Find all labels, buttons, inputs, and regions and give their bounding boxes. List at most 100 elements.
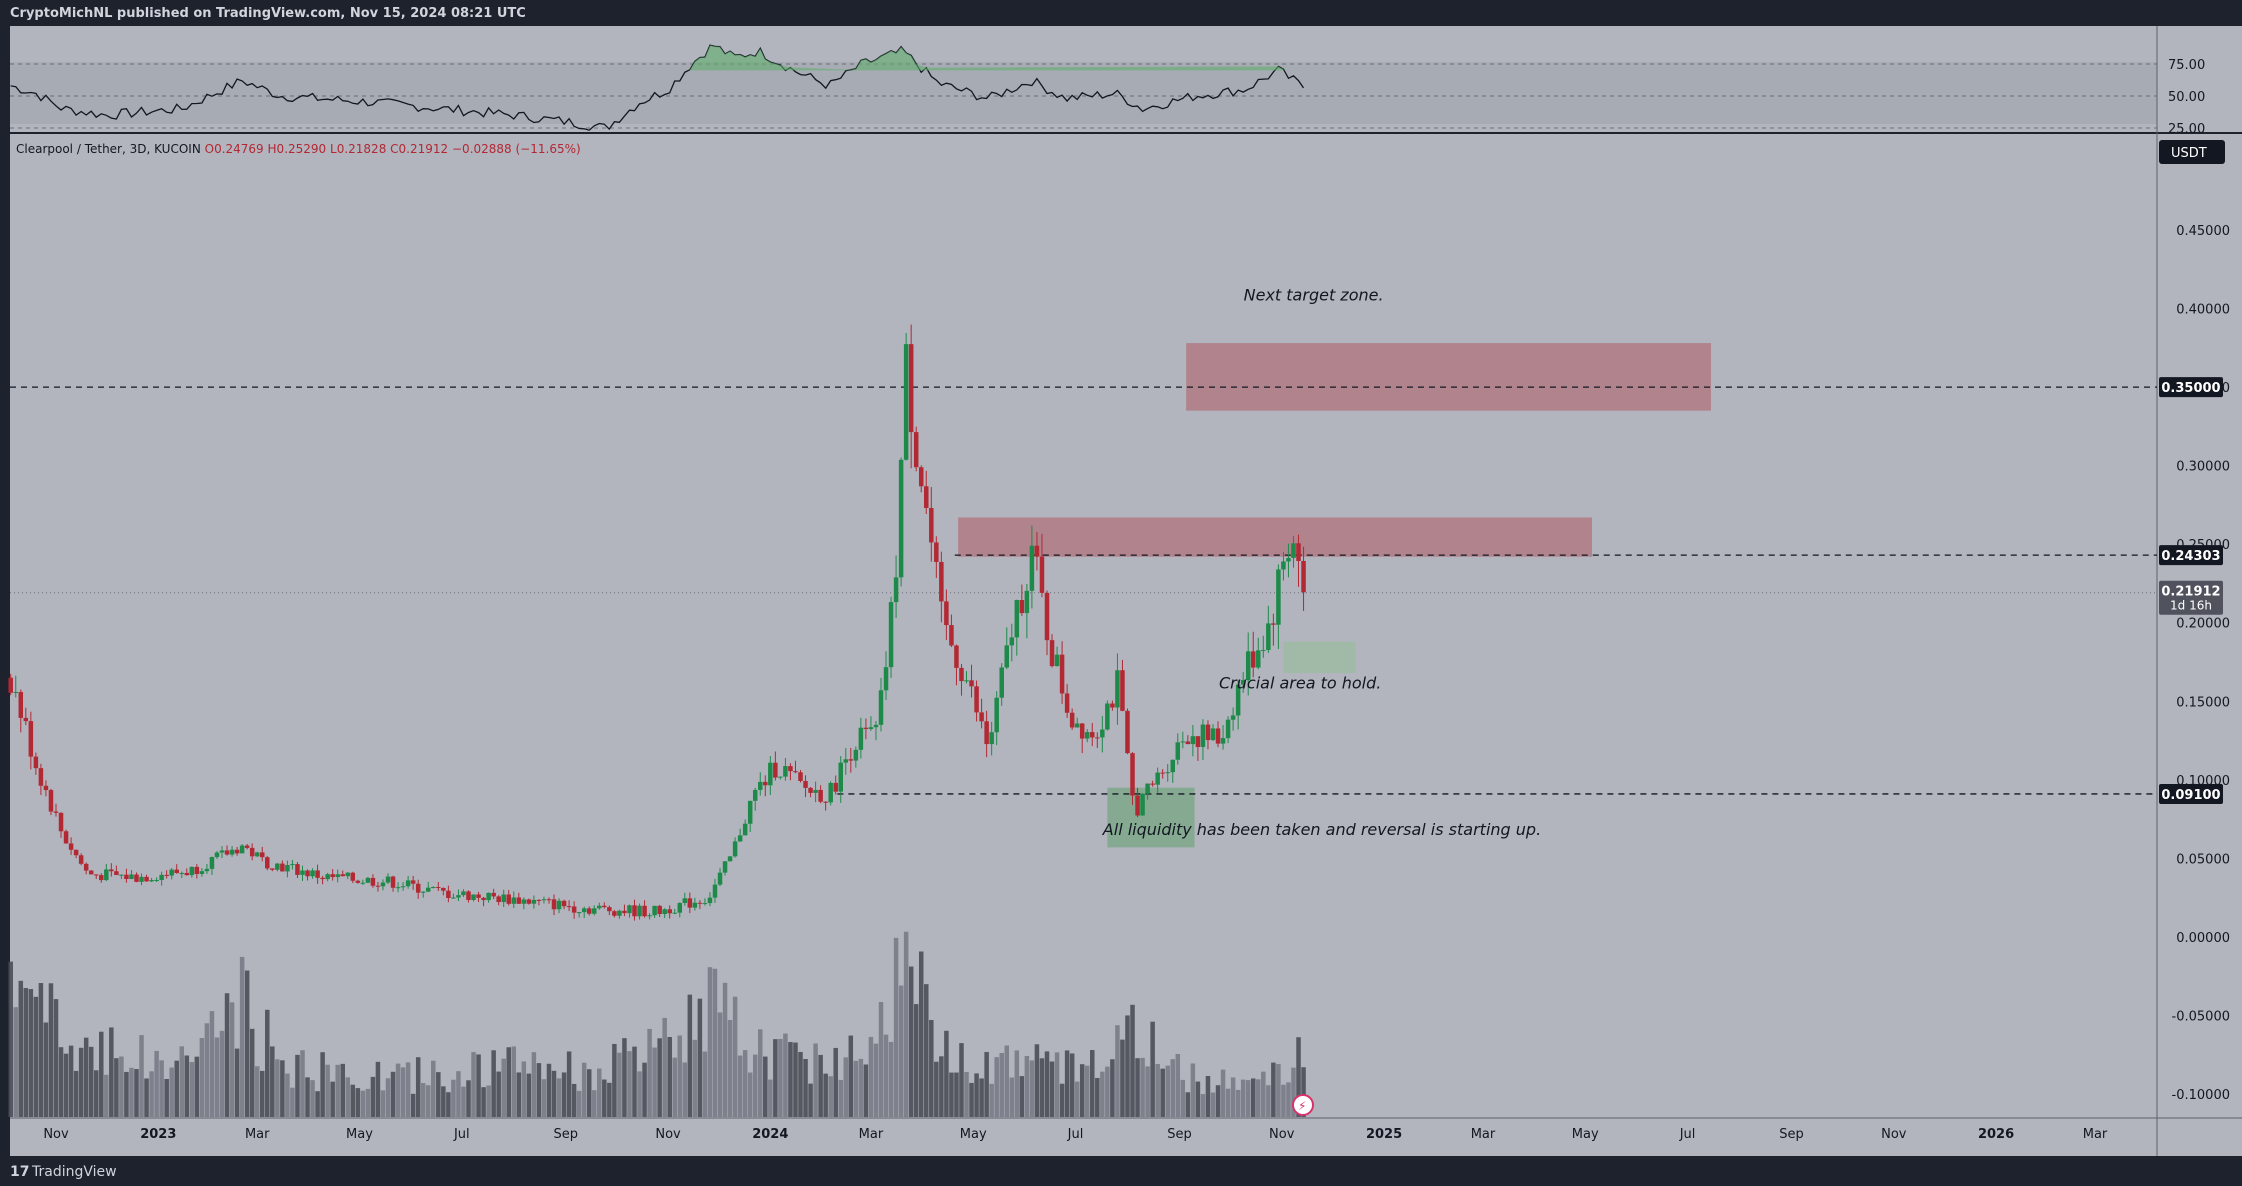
candle-body <box>93 874 99 876</box>
volume-bar <box>652 1047 657 1117</box>
time-tick-label: Mar <box>1471 1127 1496 1142</box>
candle-body <box>501 894 506 903</box>
candle-body <box>843 759 849 763</box>
volume-bar <box>974 1073 979 1117</box>
time-tick-label: Mar <box>2083 1127 2108 1142</box>
candle-body <box>1215 728 1221 744</box>
volume-bar <box>234 1048 240 1117</box>
volume-bar <box>491 1050 496 1117</box>
price-label-text: 0.24303 <box>2161 549 2220 564</box>
candle-body <box>647 915 652 917</box>
candle-body <box>385 876 391 883</box>
volume-bar <box>1110 1059 1115 1117</box>
candle-body <box>642 905 647 917</box>
candle-body <box>400 886 406 888</box>
volume-bar <box>426 1085 431 1117</box>
currency-badge[interactable] <box>2159 140 2225 164</box>
candle-body <box>310 870 315 877</box>
volume-bar <box>788 1042 793 1117</box>
rsi-tick-label: 25.00 <box>2168 122 2205 137</box>
candle-body <box>994 697 999 733</box>
candle-body <box>561 900 567 907</box>
candle-body <box>325 874 330 880</box>
price-label-text: 0.09100 <box>2161 788 2220 803</box>
replay-icon[interactable]: ⚡ <box>1292 1094 1314 1116</box>
volume-bar <box>28 989 34 1117</box>
publish-header: CryptoMichNL published on TradingView.co… <box>0 0 2242 26</box>
volume-bar <box>305 1077 310 1117</box>
candle-body <box>652 905 657 916</box>
candle-body <box>23 717 29 722</box>
candle-body <box>350 872 356 881</box>
volume-bar <box>918 951 924 1117</box>
candle-body <box>1185 741 1191 745</box>
volume-bar <box>1245 1080 1251 1117</box>
volume-bar <box>773 1039 778 1117</box>
candle-body <box>979 712 984 722</box>
candles-layer <box>8 324 1306 921</box>
candle-body <box>848 759 854 761</box>
price-chart[interactable]: 75.00 50.00 25.00 Next target zone. Crucial… <box>0 0 2242 1156</box>
candle-body <box>602 905 607 908</box>
volume-bar <box>647 1028 652 1117</box>
volume-bar <box>23 988 29 1117</box>
volume-bar <box>139 1035 144 1117</box>
candle-body <box>1059 654 1065 694</box>
volume-bar <box>1291 1067 1296 1117</box>
volume-bar <box>602 1079 607 1117</box>
volume-bar <box>954 1072 959 1117</box>
price-tick-label: -0.10000 <box>2172 1088 2230 1103</box>
candle-body <box>53 811 59 813</box>
candle-body <box>426 887 431 892</box>
tradingview-logo-icon[interactable]: 𝟭𝟳 <box>10 1164 30 1180</box>
candle-body <box>752 789 758 801</box>
low-value: L0.21828 <box>330 142 387 156</box>
volume-bar <box>129 1067 134 1117</box>
time-axis[interactable]: Nov 2023 Mar May Jul Sep Nov 2024 Mar May Jul Sep No… <box>43 1127 2108 1142</box>
candle-body <box>878 690 884 725</box>
volume-bar <box>194 1056 200 1117</box>
volume-bar <box>612 1043 617 1117</box>
volume-bar <box>295 1054 300 1117</box>
candle-body <box>390 876 396 888</box>
candle-body <box>420 891 426 893</box>
volume-bar <box>199 1037 205 1117</box>
brand-name[interactable]: TradingView <box>32 1164 117 1180</box>
volume-bar <box>521 1061 527 1117</box>
price-label-text: 0.35000 <box>2161 381 2220 396</box>
volume-bar <box>1125 1015 1130 1117</box>
volume-bar <box>687 994 693 1117</box>
candle-body <box>1165 772 1170 774</box>
candle-body <box>858 727 864 750</box>
volume-bar <box>959 1043 964 1117</box>
candle-body <box>224 850 230 855</box>
volume-bar <box>566 1051 572 1117</box>
volume-bar <box>672 1057 677 1117</box>
candle-body <box>722 861 728 873</box>
volume-bar <box>451 1079 456 1117</box>
volume-bar <box>1049 1061 1055 1117</box>
volume-bar <box>315 1091 320 1117</box>
price-label-box <box>2159 545 2223 566</box>
volume-bar <box>1004 1045 1010 1117</box>
volume-bar <box>360 1090 366 1117</box>
candle-body <box>415 883 421 893</box>
volume-bar <box>586 1069 592 1117</box>
candle-body <box>63 831 69 844</box>
candle-body <box>556 900 562 910</box>
volume-bar <box>1079 1064 1085 1117</box>
volume-bar <box>415 1057 421 1117</box>
volume-bar <box>576 1090 582 1117</box>
volume-bar <box>1256 1079 1261 1117</box>
volume-bar <box>1019 1076 1025 1117</box>
candle-body <box>305 870 310 877</box>
candle-body <box>737 835 743 842</box>
candle-body <box>476 894 481 898</box>
time-tick-label: May <box>1572 1127 1599 1142</box>
volume-bar <box>189 1062 195 1117</box>
candle-body <box>254 852 260 857</box>
volume-bar <box>536 1063 542 1117</box>
symbol-ohlc-legend[interactable]: Clearpool / Tether, 3D, KUCOIN O0.24769 … <box>16 142 581 156</box>
close-value: C0.21912 <box>390 142 449 156</box>
